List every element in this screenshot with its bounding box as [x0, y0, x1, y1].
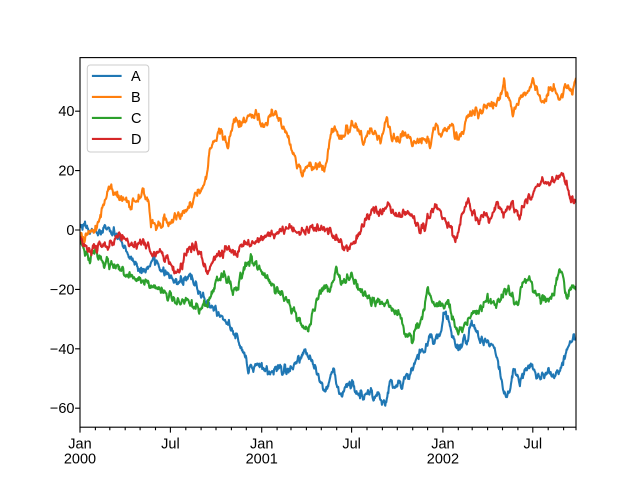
- svg-text:2002: 2002: [427, 451, 459, 467]
- svg-text:Jan: Jan: [431, 436, 454, 452]
- svg-text:B: B: [131, 90, 141, 106]
- svg-text:−20: −20: [50, 282, 75, 298]
- svg-text:20: 20: [58, 164, 74, 180]
- svg-text:Jul: Jul: [524, 436, 543, 452]
- svg-text:Jan: Jan: [250, 436, 273, 452]
- svg-text:Jul: Jul: [161, 436, 180, 452]
- svg-text:0: 0: [66, 223, 74, 239]
- svg-text:C: C: [131, 111, 141, 127]
- svg-text:Jul: Jul: [342, 436, 361, 452]
- svg-text:A: A: [131, 69, 141, 85]
- svg-text:2001: 2001: [246, 451, 278, 467]
- svg-text:40: 40: [58, 104, 74, 120]
- svg-text:Jan: Jan: [68, 436, 91, 452]
- svg-text:−40: −40: [50, 342, 75, 358]
- svg-text:2000: 2000: [64, 451, 96, 467]
- svg-text:D: D: [131, 132, 141, 148]
- svg-text:−60: −60: [50, 401, 75, 417]
